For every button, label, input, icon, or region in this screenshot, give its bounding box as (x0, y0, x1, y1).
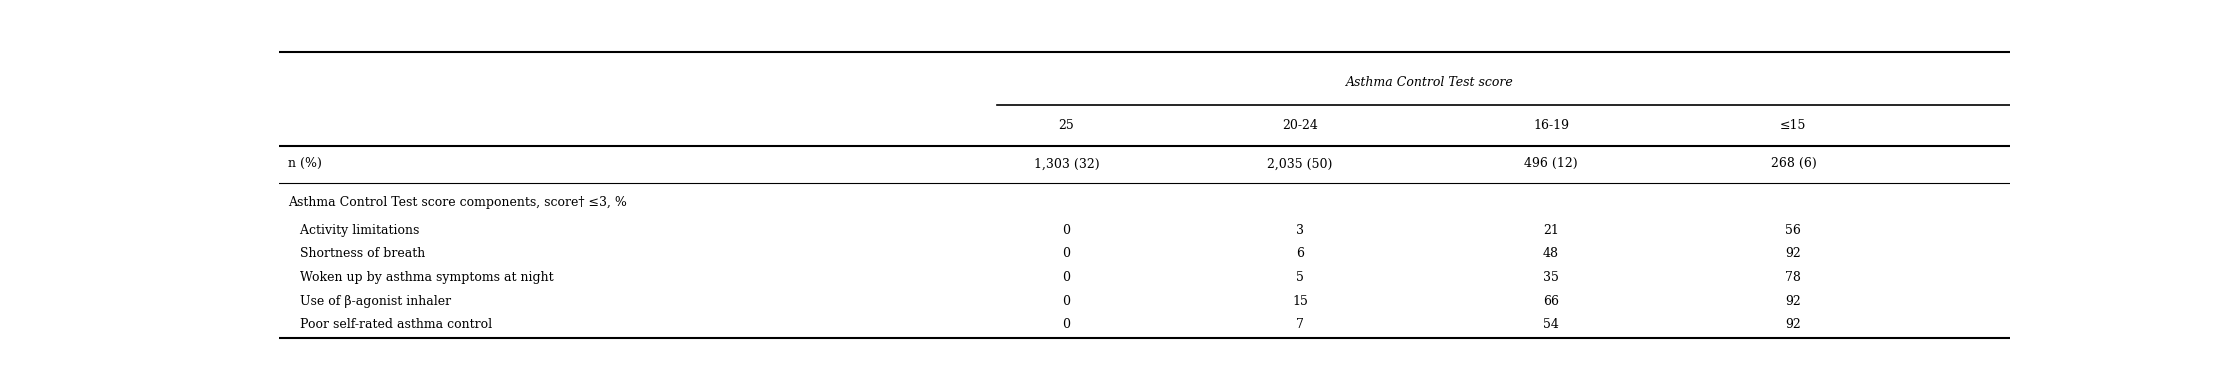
Text: 7: 7 (1295, 318, 1304, 331)
Text: n (%): n (%) (288, 157, 322, 170)
Text: 78: 78 (1786, 271, 1802, 284)
Text: 0: 0 (1063, 247, 1070, 260)
Text: 0: 0 (1063, 318, 1070, 331)
Text: 16-19: 16-19 (1534, 119, 1570, 132)
Text: 15: 15 (1293, 295, 1309, 308)
Text: Woken up by asthma symptoms at night: Woken up by asthma symptoms at night (288, 271, 554, 284)
Text: 0: 0 (1063, 271, 1070, 284)
Text: 268 (6): 268 (6) (1771, 157, 1815, 170)
Text: 35: 35 (1543, 271, 1559, 284)
Text: 2,035 (50): 2,035 (50) (1268, 157, 1333, 170)
Text: 496 (12): 496 (12) (1525, 157, 1579, 170)
Text: Use of β-agonist inhaler: Use of β-agonist inhaler (288, 295, 451, 308)
Text: 48: 48 (1543, 247, 1559, 260)
Text: Activity limitations: Activity limitations (288, 224, 420, 237)
Text: 92: 92 (1786, 295, 1802, 308)
Text: 5: 5 (1295, 271, 1304, 284)
Text: 6: 6 (1295, 247, 1304, 260)
Text: 0: 0 (1063, 295, 1070, 308)
Text: 92: 92 (1786, 247, 1802, 260)
Text: 0: 0 (1063, 224, 1070, 237)
Text: Asthma Control Test score: Asthma Control Test score (1346, 76, 1514, 89)
Text: 66: 66 (1543, 295, 1559, 308)
Text: ≤15: ≤15 (1780, 119, 1806, 132)
Text: 54: 54 (1543, 318, 1559, 331)
Text: Shortness of breath: Shortness of breath (288, 247, 424, 260)
Text: Asthma Control Test score components, score† ≤3, %: Asthma Control Test score components, sc… (288, 196, 627, 209)
Text: 3: 3 (1295, 224, 1304, 237)
Text: 20-24: 20-24 (1282, 119, 1317, 132)
Text: 25: 25 (1058, 119, 1074, 132)
Text: 1,303 (32): 1,303 (32) (1034, 157, 1099, 170)
Text: Poor self-rated asthma control: Poor self-rated asthma control (288, 318, 491, 331)
Text: 56: 56 (1786, 224, 1802, 237)
Text: 92: 92 (1786, 318, 1802, 331)
Text: 21: 21 (1543, 224, 1559, 237)
